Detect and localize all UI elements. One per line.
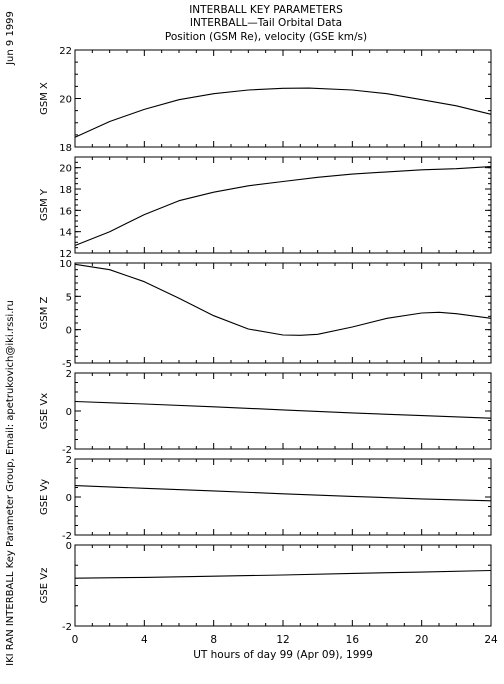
y-tick-label: 10: [59, 259, 72, 270]
x-tick-label: 4: [141, 634, 148, 646]
y-axis-label: GSE Vz: [39, 568, 50, 604]
y-tick-label: 14: [59, 228, 72, 239]
series-line-0: [74, 166, 492, 247]
y-tick-label: -2: [62, 531, 72, 542]
series-line-0: [74, 485, 492, 502]
y-tick-label: -2: [62, 445, 72, 456]
y-tick-label: -5: [62, 359, 72, 370]
y-tick-label: 20: [59, 164, 72, 175]
y-tick-label: 0: [66, 326, 72, 337]
y-tick-label: 2: [66, 369, 72, 380]
date-label: Jun 9 1999: [5, 11, 16, 66]
panel-0: 18 20 22 GSM X: [39, 46, 492, 154]
x-tick-label: 8: [210, 634, 217, 646]
y-tick-label: 5: [66, 292, 72, 303]
x-tick-label: 24: [484, 634, 498, 646]
panel-1: 12 14 16 18 20 GSM Y: [39, 156, 492, 260]
panel-2: -5 0 5 10 GSM Z: [39, 259, 492, 370]
y-tick-label: 16: [59, 206, 72, 217]
x-tick-label: 0: [72, 634, 79, 646]
y-tick-label: -2: [62, 622, 72, 633]
chart-title-line-1: INTERBALL KEY PARAMETERS: [189, 4, 343, 16]
y-tick-label: 18: [59, 143, 72, 154]
x-axis-label: UT hours of day 99 (Apr 09), 1999: [193, 649, 373, 661]
y-axis-label: GSM Z: [39, 296, 50, 329]
series-line-0: [74, 569, 492, 579]
x-tick-label: 20: [415, 634, 428, 646]
chart-header: INTERBALL KEY PARAMETERS INTERBALL—Tail …: [165, 4, 367, 43]
y-tick-label: 18: [59, 185, 72, 196]
credit-label: IKI RAN INTERBALL Key Parameter Group, E…: [5, 300, 16, 666]
y-tick-label: 0: [66, 407, 72, 418]
panel-frame: [74, 156, 492, 254]
y-axis-label: GSM Y: [39, 188, 50, 221]
x-tick-label: 12: [276, 634, 289, 646]
y-axis-label: GSM X: [39, 82, 50, 115]
y-tick-label: 2: [66, 455, 72, 466]
y-axis-label: GSE Vx: [39, 393, 50, 429]
y-tick-label: 0: [66, 493, 72, 504]
panel-3: -2 0 2 GSE Vx: [39, 369, 492, 456]
y-tick-label: 20: [59, 95, 72, 106]
x-tick-labels: 0 4 8 12 16 20 24: [72, 634, 498, 646]
y-tick-label: 0: [66, 541, 72, 552]
y-tick-label: 22: [59, 46, 72, 57]
panel-4: -2 0 2 GSE Vy: [39, 455, 492, 542]
chart-title-line-3: Position (GSM Re), velocity (GSE km/s): [165, 31, 367, 43]
x-tick-label: 16: [346, 634, 360, 646]
panel-frame: [74, 372, 492, 450]
series-line-0: [74, 400, 492, 419]
panel-5: -2 0 GSE Vz: [39, 541, 492, 633]
y-axis-label: GSE Vy: [39, 479, 50, 515]
chart-title-line-2: INTERBALL—Tail Orbital Data: [190, 17, 342, 29]
y-tick-label: 12: [59, 249, 72, 260]
panel-frame: [74, 458, 492, 536]
panel-frame: [74, 49, 492, 148]
series-line-0: [74, 263, 492, 336]
series-line-0: [74, 87, 492, 138]
panel-frame: [74, 544, 492, 627]
